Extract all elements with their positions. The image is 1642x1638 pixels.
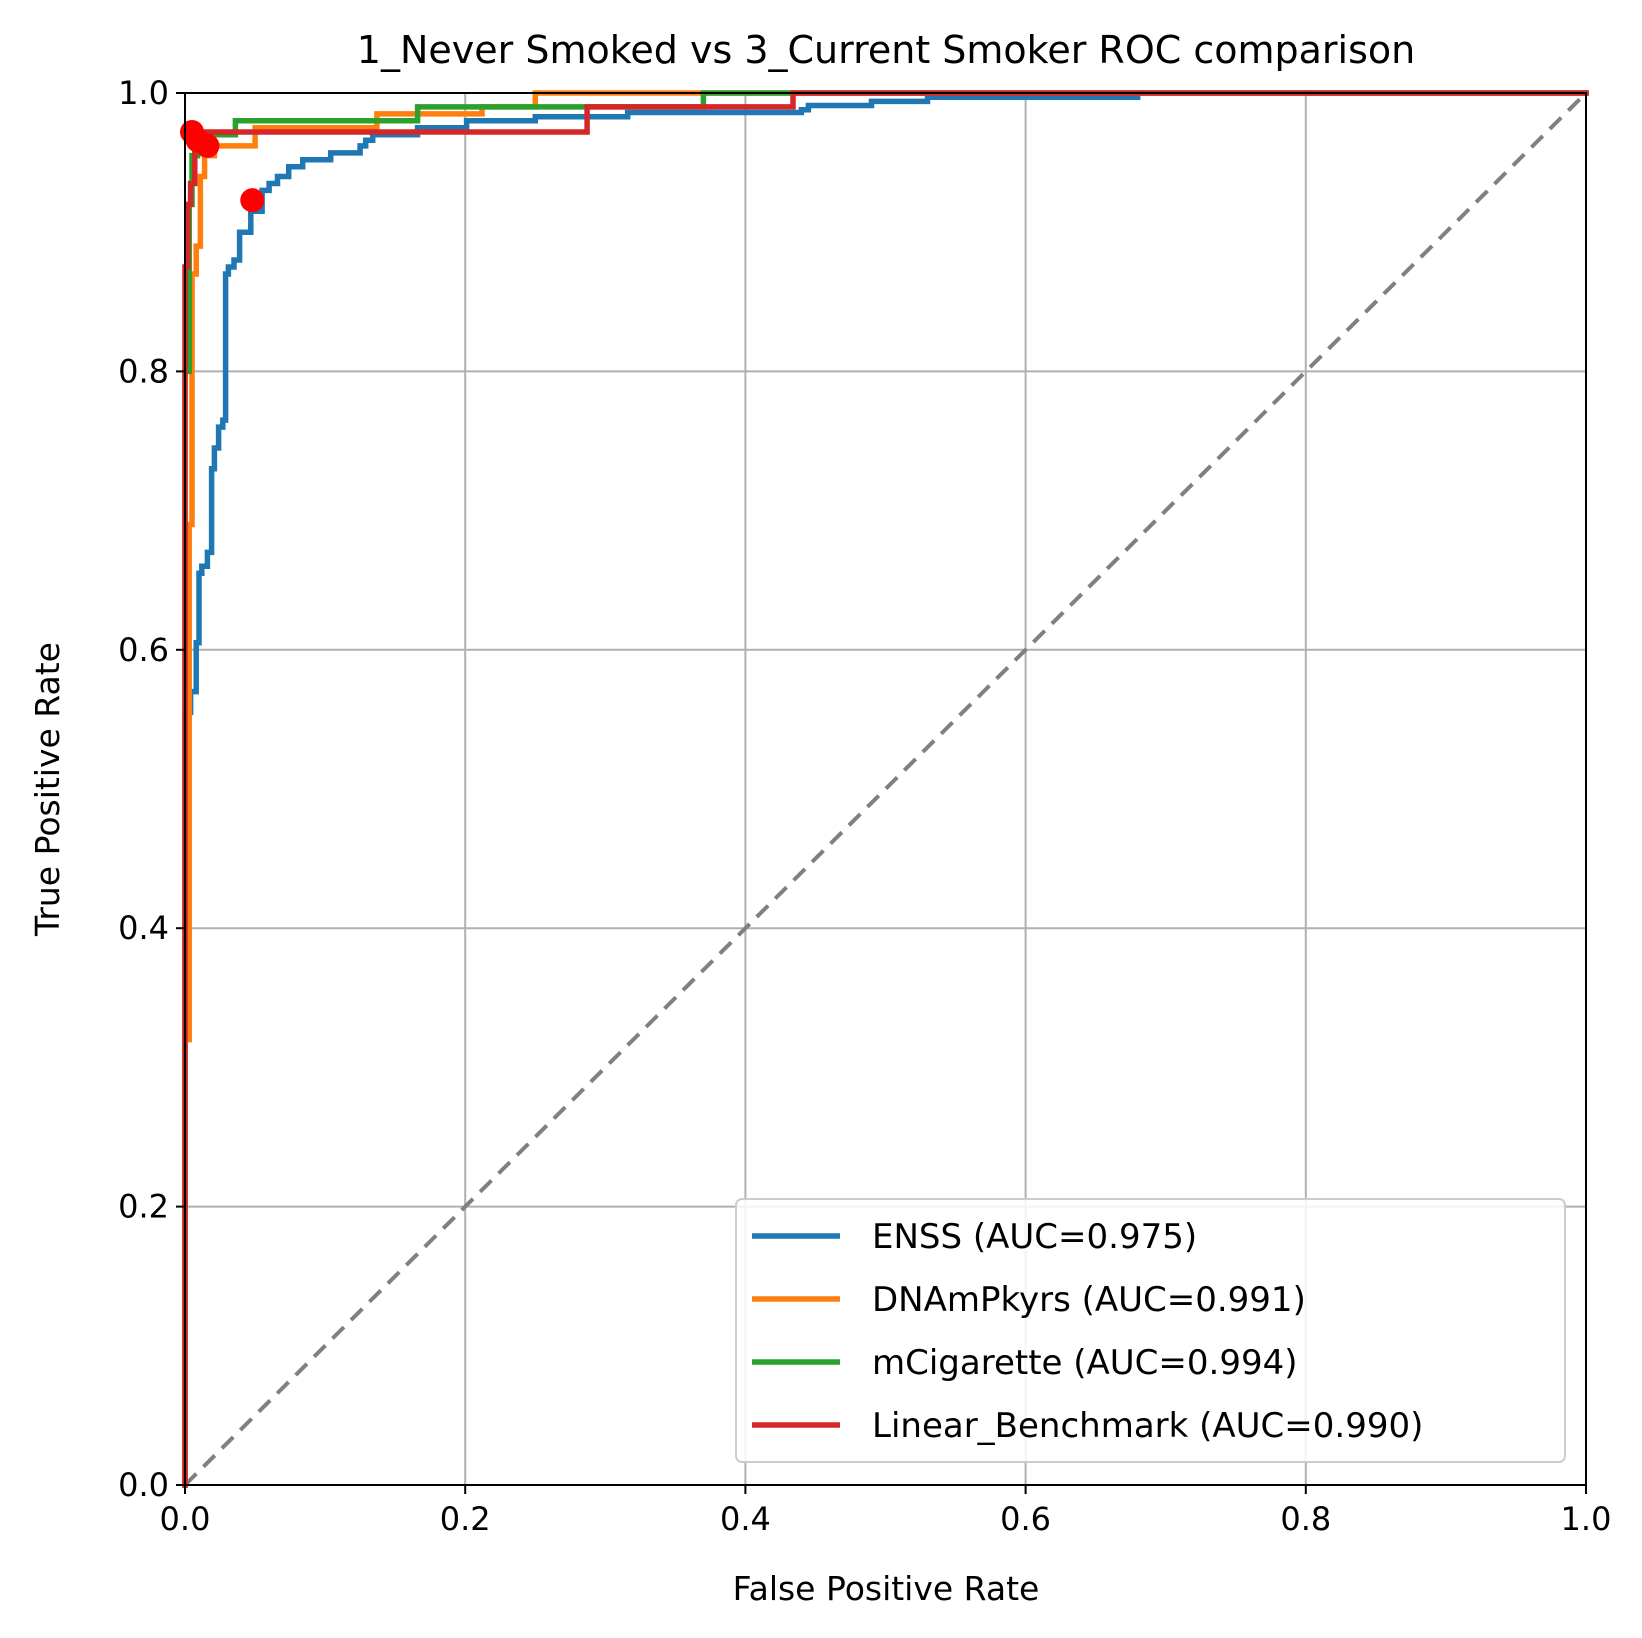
y-tick-label: 1.0 bbox=[118, 74, 169, 112]
legend-label-1: ENSS (AUC=0.975) bbox=[872, 1217, 1197, 1257]
reference-diagonal-line bbox=[183, 91, 1588, 1487]
x-tick-label: 1.0 bbox=[1561, 1500, 1612, 1538]
legend-box bbox=[735, 1198, 1566, 1463]
axis-ticks: 0.0 0.2 0.4 0.6 0.8 1.0 0.0 0.2 0.4 0.6 0.8 1.0 bbox=[118, 74, 1611, 1538]
series-line-1 bbox=[182, 94, 1141, 1488]
optimal-point-marker bbox=[240, 188, 265, 213]
x-axis-title: False Positive Rate bbox=[733, 1569, 1040, 1608]
x-tick-label: 0.0 bbox=[160, 1500, 211, 1538]
plot-frame bbox=[184, 92, 1587, 1486]
y-tick-label: 0.2 bbox=[118, 1188, 169, 1226]
reference-line-group bbox=[183, 91, 1588, 1487]
x-tick-label: 0.4 bbox=[720, 1500, 771, 1538]
chart-title: 1_Never Smoked vs 3_Current Smoker ROC c… bbox=[357, 28, 1415, 72]
y-tick-label: 0.0 bbox=[118, 1466, 169, 1504]
legend-label-4: Linear_Benchmark (AUC=0.990) bbox=[872, 1406, 1423, 1446]
x-tick-label: 0.2 bbox=[440, 1500, 491, 1538]
y-tick-label: 0.6 bbox=[118, 631, 169, 669]
y-tick-label: 0.4 bbox=[118, 909, 169, 947]
x-tick-label: 0.8 bbox=[1280, 1500, 1331, 1538]
legend: ENSS (AUC=0.975) DNAmPkyrs (AUC=0.991) mCi… bbox=[735, 1198, 1566, 1463]
marker-group bbox=[180, 119, 265, 213]
optimal-point-marker bbox=[195, 133, 220, 158]
y-axis-title: True Positive Rate bbox=[28, 642, 67, 937]
y-tick-label: 0.8 bbox=[118, 352, 169, 390]
x-tick-label: 0.6 bbox=[1000, 1500, 1051, 1538]
legend-label-3: mCigarette (AUC=0.994) bbox=[872, 1343, 1298, 1383]
legend-label-2: DNAmPkyrs (AUC=0.991) bbox=[872, 1280, 1306, 1320]
